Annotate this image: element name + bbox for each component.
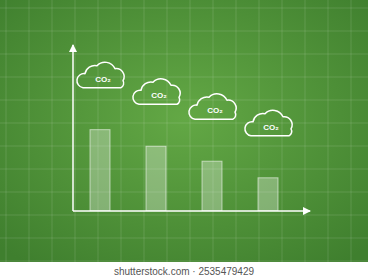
grid-line — [75, 0, 76, 262]
grid-line — [0, 261, 368, 262]
grid-line — [121, 0, 122, 262]
grid-line — [236, 0, 237, 262]
x-axis — [73, 210, 310, 212]
y-arrow — [69, 44, 77, 52]
grid-line — [0, 31, 368, 32]
y-axis — [72, 45, 74, 211]
cloud-label: CO₂ — [263, 123, 279, 132]
x-arrow — [303, 207, 311, 215]
grid — [0, 0, 368, 262]
grid-line — [0, 192, 368, 193]
grid-line — [0, 100, 368, 101]
grid-line — [282, 0, 283, 262]
grid-line — [6, 0, 7, 262]
cloud-label: CO₂ — [95, 75, 111, 84]
bar — [202, 161, 222, 211]
grid-line — [0, 169, 368, 170]
caption: shutterstock.com · 2535479429 — [114, 266, 255, 277]
grid-line — [328, 0, 329, 262]
caption-strip — [0, 262, 368, 280]
grid-line — [0, 54, 368, 55]
cloud — [77, 62, 124, 87]
grid-line — [213, 0, 214, 262]
grid-line — [52, 0, 53, 262]
bar — [90, 130, 110, 211]
bar — [258, 178, 278, 211]
grid-line — [0, 215, 368, 216]
cloud-label: CO₂ — [151, 91, 167, 100]
grid-line — [305, 0, 306, 262]
grid-line — [144, 0, 145, 262]
grid-line — [190, 0, 191, 262]
cloud-label: CO₂ — [207, 106, 223, 115]
grid-line — [351, 0, 352, 262]
grid-line — [29, 0, 30, 262]
grid-line — [0, 8, 368, 9]
grid-line — [259, 0, 260, 262]
grid-line — [0, 238, 368, 239]
bars — [90, 130, 278, 211]
cloud — [245, 110, 292, 135]
cloud — [189, 94, 236, 119]
grid-line — [0, 146, 368, 147]
grid-line — [0, 77, 368, 78]
bar — [146, 146, 166, 211]
background — [0, 0, 368, 262]
chart: CO₂ CO₂ CO₂ CO₂ shutterstock.com · 253547942… — [0, 0, 368, 280]
grid-line — [0, 123, 368, 124]
cloud — [133, 79, 180, 104]
grid-line — [167, 0, 168, 262]
